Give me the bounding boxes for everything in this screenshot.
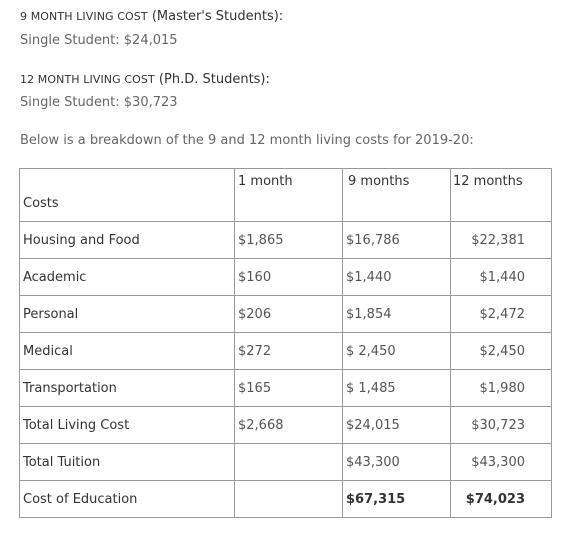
cell-9-months: $1,854 [342, 295, 451, 333]
cell-9-months: $67,315 [342, 480, 451, 518]
twelve-month-single-student: Single Student: $30,723 [20, 95, 178, 110]
table-row: Medical $272 $ 2,450 $2,450 [19, 332, 552, 370]
table-header-row: Costs 1 month 9 months 12 months [19, 168, 552, 222]
cell-9-months: $1,440 [342, 258, 451, 296]
header-9-months: 9 months [342, 168, 451, 222]
header-12-months: 12 months [450, 168, 552, 222]
row-label: Transportation [19, 369, 235, 407]
cell-1-month: $160 [234, 258, 343, 296]
cell-12-months: $30,723 [450, 406, 552, 444]
row-label: Academic [19, 258, 235, 296]
cell-12-months: $2,472 [450, 295, 552, 333]
cell-12-months: $1,440 [450, 258, 552, 296]
cell-9-months: $16,786 [342, 221, 451, 259]
table-row: Total Living Cost $2,668 $24,015 $30,723 [19, 406, 552, 444]
nine-month-single-student: Single Student: $24,015 [20, 33, 178, 48]
row-label: Personal [19, 295, 235, 333]
cell-1-month: $165 [234, 369, 343, 407]
cell-1-month [234, 480, 343, 518]
cell-9-months: $24,015 [342, 406, 451, 444]
twelve-month-heading-caps: 12 MONTH LIVING COST [20, 73, 155, 86]
cell-1-month [234, 443, 343, 481]
table-row: Personal $206 $1,854 $2,472 [19, 295, 552, 333]
table-row: Total Tuition $43,300 $43,300 [19, 443, 552, 481]
cell-12-months: $43,300 [450, 443, 552, 481]
cell-9-months: $43,300 [342, 443, 451, 481]
cell-1-month: $2,668 [234, 406, 343, 444]
cell-1-month: $1,865 [234, 221, 343, 259]
cell-1-month: $272 [234, 332, 343, 370]
cell-12-months: $2,450 [450, 332, 552, 370]
table-row: Cost of Education $67,315 $74,023 [19, 480, 552, 518]
nine-month-heading-caps: 9 MONTH LIVING COST [20, 10, 148, 23]
breakdown-intro: Below is a breakdown of the 9 and 12 mon… [20, 133, 474, 148]
row-label: Cost of Education [19, 480, 235, 518]
cell-9-months: $ 2,450 [342, 332, 451, 370]
table-row: Academic $160 $1,440 $1,440 [19, 258, 552, 296]
row-label: Total Living Cost [19, 406, 235, 444]
cell-12-months: $74,023 [450, 480, 552, 518]
living-cost-table: Costs 1 month 9 months 12 months Housing… [19, 168, 552, 518]
nine-month-heading-rest: (Master's Students): [147, 9, 284, 24]
cell-9-months: $ 1,485 [342, 369, 451, 407]
header-costs: Costs [19, 168, 235, 222]
nine-month-heading: 9 MONTH LIVING COST (Master's Students): [20, 9, 283, 24]
row-label: Total Tuition [19, 443, 235, 481]
cell-1-month: $206 [234, 295, 343, 333]
header-1-month: 1 month [234, 168, 343, 222]
row-label: Medical [19, 332, 235, 370]
cell-12-months: $22,381 [450, 221, 552, 259]
twelve-month-heading: 12 MONTH LIVING COST (Ph.D. Students): [20, 72, 270, 87]
table-row: Housing and Food $1,865 $16,786 $22,381 [19, 221, 552, 259]
cell-12-months: $1,980 [450, 369, 552, 407]
twelve-month-heading-rest: (Ph.D. Students): [154, 72, 270, 87]
row-label: Housing and Food [19, 221, 235, 259]
table-row: Transportation $165 $ 1,485 $1,980 [19, 369, 552, 407]
